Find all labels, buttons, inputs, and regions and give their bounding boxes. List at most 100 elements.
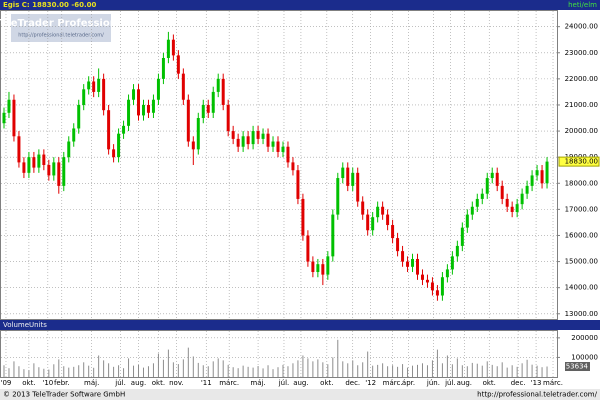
candle-body [67,141,71,158]
footer-bar [0,389,600,400]
volume-bar [257,366,259,377]
candle-body [525,185,529,194]
candle-body [420,274,424,280]
candle-body [381,206,385,215]
volume-bar [287,366,289,377]
candle-body [102,78,106,111]
candle-body [490,172,494,179]
candle-body [161,57,165,79]
y-tick-label: 23000.00 [565,49,598,57]
candle-body [37,154,41,168]
volume-bar [13,361,15,377]
volume-bar [227,364,229,377]
y-tick-label: 20000.00 [565,127,598,135]
x-tick-label: ápr. [402,379,415,387]
candle-body [241,136,245,147]
candle-body [181,73,185,100]
candle-body [77,104,81,129]
x-tick-label: febr. [54,379,70,387]
candle-body [201,104,205,119]
volume-bar [68,367,70,377]
x-tick-label: máj. [250,379,265,387]
volume-bar [322,362,324,377]
volume-bar [536,365,538,377]
candle-body [291,162,295,171]
watermark-box [11,14,111,42]
candle-body [545,161,549,184]
candle-body [376,206,380,218]
candle-body [391,225,395,239]
volume-bar [157,353,159,377]
volume-bar [332,357,334,377]
candle-body [540,170,544,184]
watermark-url: http://professional.teletrader.com/ [18,33,104,39]
volume-bar [392,365,394,377]
volume-bar [192,356,194,377]
volume-bar [307,358,309,377]
volume-bar [108,363,110,377]
candle-body [137,89,140,116]
x-tick-label: okt. [152,379,165,387]
candle-body [460,227,464,246]
candle-body [435,290,439,296]
candle-body [176,55,180,74]
volume-bar [352,360,354,377]
volume-bar [402,364,404,377]
volume-bar [446,355,448,377]
candle-body [132,89,136,100]
candle-body [221,78,225,105]
y-tick-label: 14000.00 [565,284,598,292]
candle-body [112,149,116,158]
volume-bar [207,366,209,377]
volume-panel [0,330,558,378]
candle-body [321,264,325,275]
x-tick-label: okt. [483,379,496,387]
candle-body [401,251,405,262]
volume-bar [38,367,40,377]
candle-body [141,104,145,116]
volume-bar [28,370,30,377]
candle-body [366,214,370,231]
candle-body [316,264,320,273]
candle-body [296,170,300,199]
x-tick-label: '10 [42,379,53,387]
candle-body [445,269,449,278]
volume-bar [103,360,105,377]
x-tick-label: aug. [131,379,146,387]
volume-bar [53,364,55,377]
x-tick-label: máj. [84,379,99,387]
candle-body [127,99,131,126]
candle-body [226,104,230,132]
candle-body [440,277,444,296]
volume-bar [182,359,184,377]
candle-body [27,157,31,173]
candle-body [122,125,126,134]
volume-bar [98,355,100,377]
volume-bar [367,351,369,377]
volume-bar [441,363,443,377]
candle-body [475,198,479,207]
candle-body [206,104,210,113]
volume-bar [417,364,419,377]
volume-bar [113,366,115,377]
volume-bar [43,368,45,377]
volume-bar [426,365,428,377]
volume-bar [232,367,234,377]
volume-bar [277,367,279,377]
volume-bar [407,367,409,377]
candle-body [271,141,275,147]
volume-bar [18,366,20,377]
candle-body [505,198,509,207]
volume-bar [187,347,189,377]
volume-bar [511,365,513,377]
candle-body [97,78,101,92]
y-tick-label: 24000.00 [565,23,598,31]
candle-body [361,201,365,215]
x-tick-label: márc. [219,379,239,387]
volume-bar [78,365,80,377]
candle-body [281,146,285,152]
volume-bar [312,361,314,377]
last-price-label: 18830.00 [565,158,598,166]
candle-body [117,133,121,158]
y-tick-label: 18000.00 [565,179,598,187]
